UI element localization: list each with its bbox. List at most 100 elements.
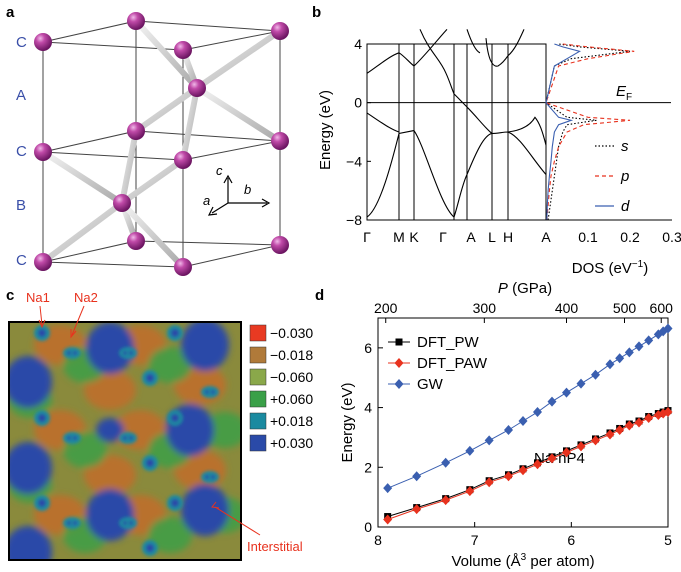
band-curve [366,112,400,133]
eos-top-tick-label: 500 [613,300,637,316]
axis-label-a: a [203,193,210,208]
stack-label-2: A [16,87,26,104]
data-point-DFT_PAW [605,429,615,440]
na1-pointer [39,305,43,326]
interstitial-blob [96,418,124,442]
axis-indicator [207,174,271,216]
stacking-labels: C A C B C [16,34,27,269]
band-yticks: 4 0 −4 −8 [346,36,371,228]
data-point-GW [441,457,451,468]
eos-xtick-label: 6 [567,532,575,548]
colorbar-label: −0.018 [270,347,313,363]
eos-xtick-label: 8 [374,532,382,548]
eos-ytick-label: 2 [364,459,372,475]
dos-xtick-label: 0.1 [578,229,598,245]
na2-site [63,347,81,359]
data-point-GW [591,369,600,380]
data-point-DFT_PAW [644,413,654,424]
interstitial-blob [9,442,52,494]
na2-site [119,517,137,529]
legend-label: DFT_PAW [417,355,488,372]
colorbar-swatch [249,324,267,342]
data-point-GW [634,341,644,352]
panel-d: d 8 7 6 5 0 2 4 6 200 300 400 500 600 Volume (Å3 per … [315,280,673,570]
data-point-GW [412,471,422,482]
atom [188,79,206,97]
data-point-GW [562,387,571,398]
colorbar-label: −0.060 [270,369,313,385]
atom [271,236,289,254]
band-curve [453,93,493,134]
data-point-DFT_PAW [547,453,557,464]
dos-curve-d [545,43,582,221]
colorbar-label: +0.030 [270,435,313,451]
dos-curve-s [545,43,631,221]
kpoint-label: M [393,229,405,245]
kpoint-label: A [541,229,551,245]
panel-c: c Na1 Na2 Interstitial −0.030 −0.018 −0.06… [6,287,313,561]
data-point-DFT_PAW [484,477,494,488]
data-point-DFT_PAW [504,471,513,482]
eos-annotation: Na-hP4 [534,450,585,467]
dos-legend: s p d [595,138,630,215]
interstitial-blob [181,484,229,536]
colorbar-swatch [249,390,267,408]
atom [271,132,289,150]
legend-marker [395,338,403,346]
interstitial-blob [181,322,229,371]
stack-label-1: C [16,34,27,51]
eos-top-tick-label: 200 [374,300,398,316]
colorbar-label: +0.060 [270,391,313,407]
data-point-DFT_PAW [624,420,634,431]
band-curve [485,29,525,67]
na2-pointer [71,305,85,336]
data-point-GW [615,353,625,364]
density-patch [148,347,192,383]
stack-label-4: B [16,197,26,214]
atom [127,12,145,30]
band-curve [366,28,448,74]
data-point-DFT_PAW [562,447,571,458]
colorbar-swatch [249,434,267,452]
data-point-GW [484,435,494,446]
eos-xlabel: Volume (Å3 per atom) [451,552,594,570]
data-point-DFT_PAW [615,424,625,435]
atom [271,22,289,40]
atom [34,253,52,271]
data-point-GW [576,378,586,389]
label-na2: Na2 [74,290,98,305]
axis-label-c: c [216,163,223,178]
data-point-DFT_PAW [663,407,673,418]
eos-frame [377,317,669,528]
fermi-label: EF [616,83,632,103]
atom [34,33,52,51]
data-point-GW [504,424,513,435]
colorbar-swatch [249,346,267,364]
atom [174,41,192,59]
eos-top-tick-label: 600 [650,300,674,316]
colorbar-swatch [249,368,267,386]
atom [34,143,52,161]
dos-xticks: 0.1 0.2 0.3 [578,229,681,245]
colorbar-label: −0.030 [270,325,313,341]
data-point-DFT_PAW [465,486,475,497]
panel-a: a C A C B C [6,4,289,276]
kpoint-label: Γ [363,229,371,245]
band-curve [419,29,455,95]
dos-curve-p [545,43,635,221]
dos-plot [545,43,672,221]
label-interstitial: Interstitial [247,539,303,554]
eos-top-xlabel: P (GPa) [498,280,552,297]
dos-xlabel: DOS (eV−1) [572,259,648,277]
data-point-GW [533,407,542,418]
band-frame [366,43,547,221]
density-patch [148,517,192,553]
panel-letter-a: a [6,4,15,21]
legend-marker [394,379,404,389]
legend-label-d: d [621,198,630,215]
colorbar-label: +0.018 [270,413,313,429]
band-curve [507,116,547,146]
eos-xtick-label: 5 [664,532,672,548]
colorbar-swatch [249,412,267,430]
